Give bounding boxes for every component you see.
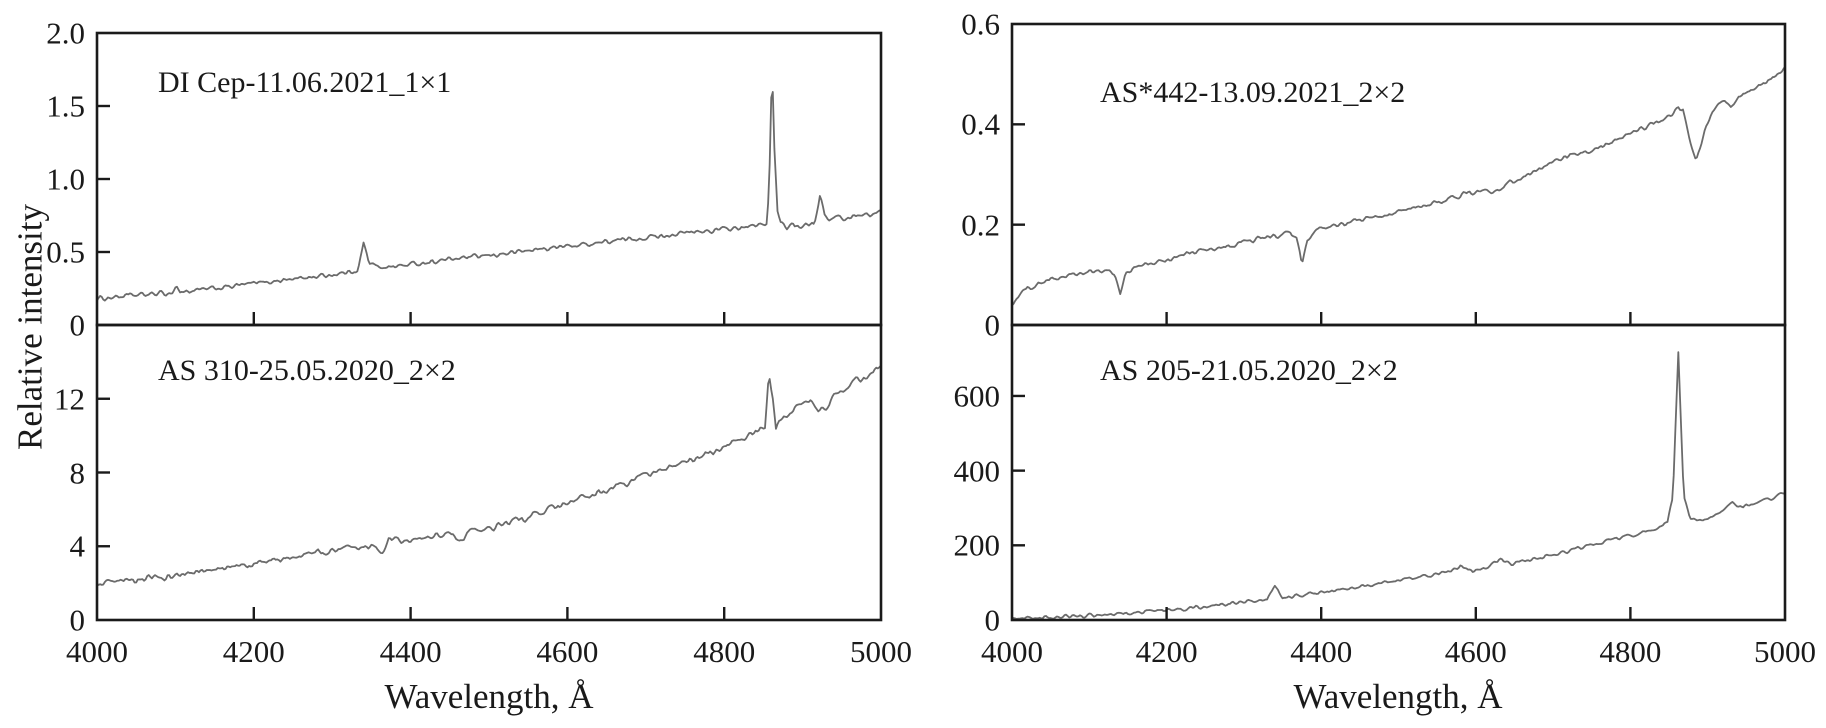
x-tick-label: 4400 [379,634,442,669]
y-tick-label: 0.4 [961,106,1000,142]
panel-frame-top-right [1010,22,1787,327]
y-tick-label: 0.5 [46,234,85,270]
panel-frame-bottom-right [1010,323,1787,622]
x-axis-title-left: Wavelength, Å [384,677,594,716]
panel-label-di-cep: DI Cep-11.06.2021_1×1 [158,66,452,99]
spectrum-curve-bottom-right [1012,351,1785,620]
spectrum-curve-top-right [1012,66,1785,307]
y-tick-label: 400 [953,453,1001,489]
panel-label-as205: AS 205-21.05.2020_2×2 [1100,354,1398,387]
y-tick-label: 0 [984,307,1001,343]
y-tick-label: 1.0 [46,161,85,197]
y-tick-label: 0.6 [961,6,1000,42]
y-tick-label: 0.2 [961,207,1000,243]
x-tick-label: 4600 [536,634,599,669]
x-tick-label: 4400 [1290,634,1353,669]
y-tick-label: 4 [69,528,86,564]
panel-label-as442: AS*442-13.09.2021_2×2 [1100,76,1406,109]
x-tick-label: 4000 [66,634,128,669]
x-tick-label: 4800 [693,634,756,669]
y-tick-label: 12 [54,381,85,417]
x-tick-label: 4800 [1599,634,1662,669]
y-tick-label: 600 [953,378,1001,414]
x-tick-label: 4600 [1444,634,1507,669]
x-tick-label: 5000 [1754,634,1816,669]
x-tick-label: 4200 [222,634,285,669]
x-axis-title-right: Wavelength, Å [1293,677,1503,716]
y-tick-label: 0 [69,602,86,638]
x-tick-label: 5000 [850,634,912,669]
panel-label-as310: AS 310-25.05.2020_2×2 [158,354,456,387]
y-tick-label: 0 [69,307,86,343]
y-tick-label: 200 [953,527,1001,563]
y-tick-label: 8 [69,455,86,490]
y-tick-label: 1.5 [46,88,85,124]
y-tick-label: 0 [984,602,1001,638]
spectrum-curve-top-left [97,91,881,302]
x-tick-label: 4000 [981,634,1043,669]
spectrum-curve-bottom-left [97,364,881,586]
x-tick-label: 4200 [1135,634,1198,669]
y-tick-label: 2.0 [46,15,85,51]
